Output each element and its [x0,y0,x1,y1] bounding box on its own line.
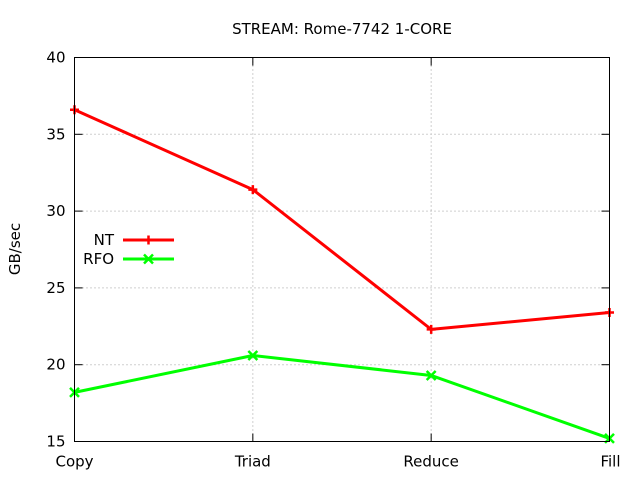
y-axis-label: GB/sec [6,223,24,275]
x-tick-label: Copy [55,453,93,471]
y-tick-label: 35 [46,125,65,143]
axis-ticks: 15 20 25 30 35 40 Copy Triad Reduce Fill [46,49,620,471]
legend-label-nt: NT [94,231,115,249]
x-tick-label: Fill [600,453,620,471]
legend-label-rfo: RFO [83,250,114,268]
legend-marker-nt [144,235,153,245]
y-tick-label: 30 [46,202,65,220]
y-tick-label: 20 [46,356,65,374]
legend-marker-rfo [143,253,154,265]
data-point-rfo [247,350,259,361]
chart-title: STREAM: Rome-7742 1-CORE [232,20,452,38]
y-tick-label: 25 [46,279,65,297]
y-tick-label: 40 [46,49,65,67]
series-line-rfo [74,353,610,440]
x-tick-label: Reduce [403,453,458,471]
x-tick-label: Triad [234,453,271,471]
series-layer [69,105,615,444]
plot-border [74,57,610,442]
y-tick-label: 15 [46,433,65,451]
data-point-nt [426,324,436,334]
series-line-nt [73,108,610,331]
grid [74,57,610,442]
data-point-nt [248,185,258,195]
data-point-rfo [425,370,437,381]
